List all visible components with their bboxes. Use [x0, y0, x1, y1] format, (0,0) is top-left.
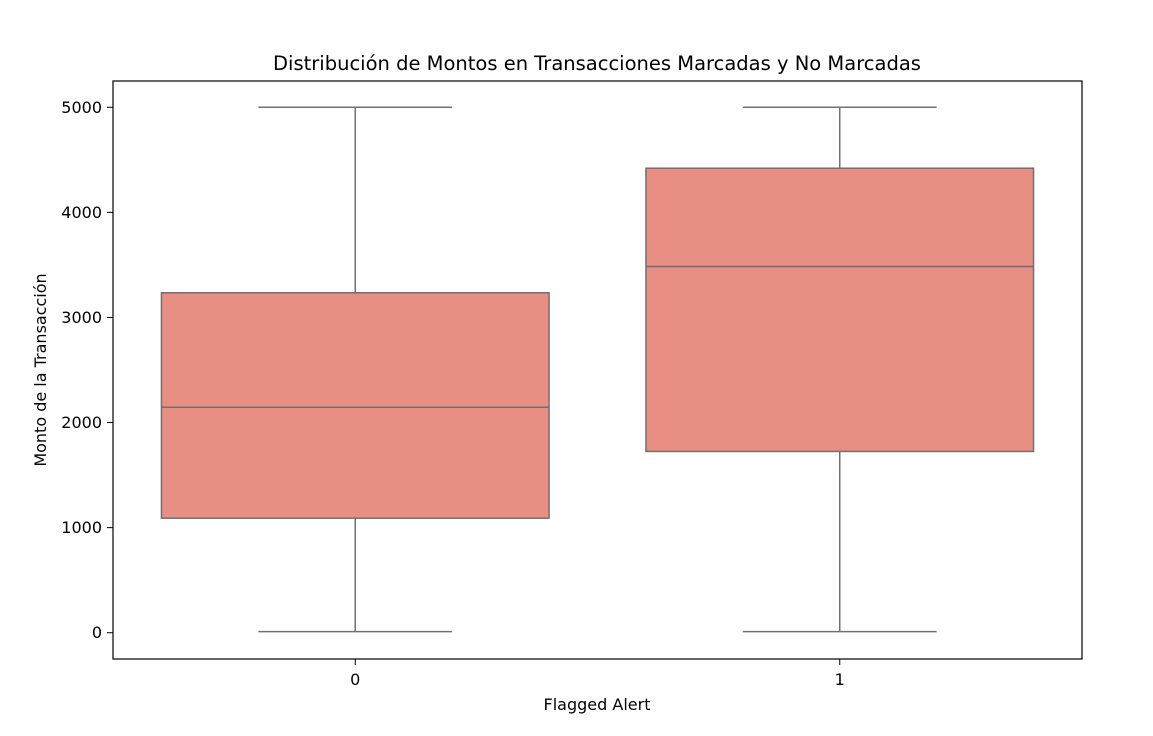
y-tick-label: 2000	[61, 413, 102, 432]
chart-title: Distribución de Montos en Transacciones …	[273, 52, 921, 75]
plot-frame	[112, 80, 1083, 660]
y-tick-label: 1000	[61, 518, 102, 537]
y-tick-label: 4000	[61, 203, 102, 222]
x-tick-label: 0	[350, 670, 360, 689]
box-iqr	[160, 292, 550, 519]
plot-area	[160, 106, 1035, 633]
box-iqr	[645, 167, 1035, 453]
box-group-0	[160, 106, 550, 633]
x-axis-label: Flagged Alert	[544, 695, 651, 714]
y-tick-label: 5000	[61, 98, 102, 117]
y-tick-label: 0	[92, 623, 102, 642]
x-tick-label: 1	[835, 670, 845, 689]
box-group-1	[645, 106, 1035, 633]
y-axis-label: Monto de la Transacción	[31, 273, 50, 466]
y-tick-label: 3000	[61, 308, 102, 327]
y-axis: 0 1000 2000 3000 4000 5000	[61, 98, 113, 642]
